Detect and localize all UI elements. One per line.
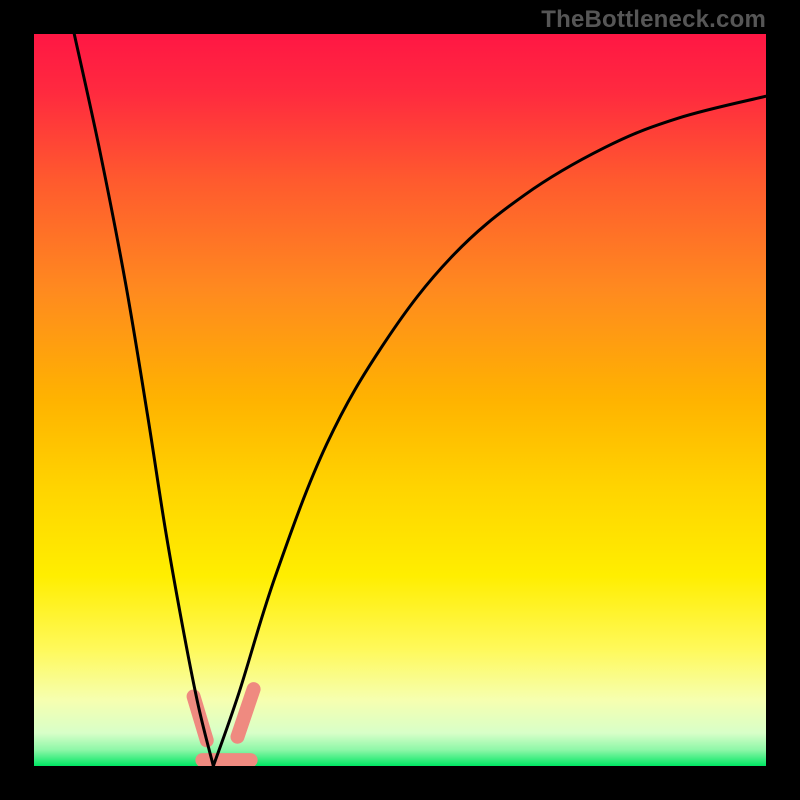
curve-left-branch <box>74 34 213 766</box>
lobe-right <box>238 689 254 737</box>
curve-layer <box>34 34 766 766</box>
chart-outer: TheBottleneck.com <box>0 0 800 800</box>
watermark-text: TheBottleneck.com <box>541 6 766 34</box>
curve-right-branch <box>213 96 766 766</box>
plot-area <box>34 34 766 766</box>
